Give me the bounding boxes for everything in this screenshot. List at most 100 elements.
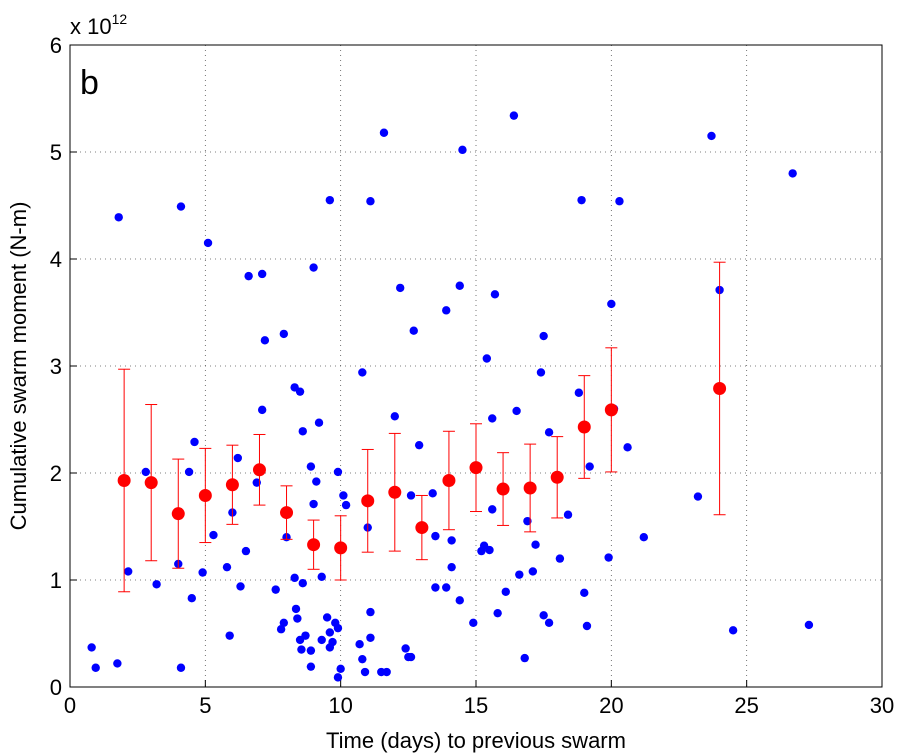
mean-point — [523, 481, 537, 495]
data-point — [390, 412, 399, 421]
data-point — [298, 427, 307, 436]
data-point — [431, 583, 440, 592]
data-point — [309, 499, 318, 509]
data-point — [544, 618, 554, 627]
data-point — [317, 635, 326, 645]
data-point — [339, 491, 348, 500]
data-point — [190, 437, 199, 447]
mean-point — [550, 470, 564, 484]
data-point — [555, 554, 565, 563]
data-point — [382, 667, 391, 677]
data-point — [623, 443, 632, 452]
data-point — [309, 263, 318, 272]
panel-label: b — [80, 64, 99, 102]
data-point — [442, 583, 451, 592]
data-point — [523, 516, 532, 526]
data-point — [469, 618, 478, 627]
data-point — [333, 467, 343, 477]
data-point — [325, 195, 335, 205]
data-point — [531, 540, 540, 549]
data-point — [520, 653, 529, 663]
mean-point — [361, 494, 375, 508]
data-point — [306, 646, 316, 655]
mean-point — [307, 538, 321, 552]
mean-point — [144, 476, 158, 490]
y-tick-label: 0 — [50, 675, 62, 700]
data-point — [563, 510, 573, 519]
data-point — [295, 387, 305, 396]
data-point — [728, 626, 738, 635]
data-point — [257, 405, 267, 415]
mean-point — [469, 461, 483, 475]
data-point — [306, 662, 316, 671]
data-point — [409, 326, 418, 335]
data-point — [317, 572, 326, 581]
data-point — [123, 567, 133, 576]
data-point — [276, 625, 286, 634]
mean-point — [713, 381, 727, 395]
data-point — [574, 388, 584, 397]
data-point — [615, 197, 624, 206]
data-point — [358, 368, 367, 377]
y-multiplier-base: x 10 — [70, 14, 112, 39]
data-point — [279, 329, 289, 339]
mean-point — [280, 506, 294, 520]
x-axis-label: Time (days) to previous swarm — [326, 728, 626, 753]
data-point — [176, 202, 186, 211]
data-point — [358, 654, 367, 664]
data-point — [536, 368, 546, 377]
data-point — [396, 283, 405, 293]
data-point — [355, 640, 364, 649]
data-point — [639, 533, 649, 542]
data-point — [187, 593, 196, 603]
data-point — [325, 628, 335, 637]
data-point — [401, 644, 410, 653]
y-tick-label: 1 — [50, 568, 62, 593]
data-point — [176, 663, 186, 672]
data-point — [333, 673, 343, 682]
data-point — [233, 453, 243, 463]
x-tick-label: 15 — [464, 693, 488, 718]
mean-point — [198, 488, 212, 502]
mean-point — [334, 541, 348, 555]
mean-point — [442, 473, 456, 487]
x-tick-label: 10 — [328, 693, 352, 718]
data-point — [414, 440, 424, 450]
data-point — [314, 418, 324, 427]
mean-point — [252, 463, 266, 477]
mean-point — [117, 473, 131, 487]
data-point — [113, 659, 122, 668]
data-point — [604, 553, 613, 562]
y-tick-label: 2 — [50, 461, 62, 486]
mean-point — [388, 485, 402, 499]
data-point — [312, 477, 321, 486]
data-point — [580, 588, 589, 598]
data-point — [306, 462, 316, 471]
data-point — [539, 611, 548, 620]
y-tick-label: 4 — [50, 247, 62, 272]
data-point — [544, 428, 554, 437]
data-point — [501, 587, 510, 596]
data-point — [485, 545, 494, 555]
y-tick-label: 3 — [50, 354, 62, 379]
data-point — [293, 614, 302, 623]
data-point — [87, 643, 96, 652]
data-point — [114, 213, 123, 222]
y-multiplier: x 1012 — [70, 11, 127, 39]
data-point — [152, 580, 161, 589]
data-point — [203, 238, 213, 248]
data-point — [91, 663, 100, 672]
data-point — [366, 197, 375, 206]
data-point — [509, 111, 519, 120]
data-point — [336, 664, 345, 674]
data-point — [490, 290, 500, 299]
data-point — [788, 169, 797, 178]
data-point — [244, 271, 253, 281]
data-point — [257, 269, 267, 279]
data-point — [607, 299, 616, 309]
data-point — [241, 546, 251, 556]
data-point — [198, 568, 207, 577]
data-point — [428, 489, 437, 498]
data-point — [442, 306, 451, 315]
x-tick-label: 30 — [870, 693, 894, 718]
